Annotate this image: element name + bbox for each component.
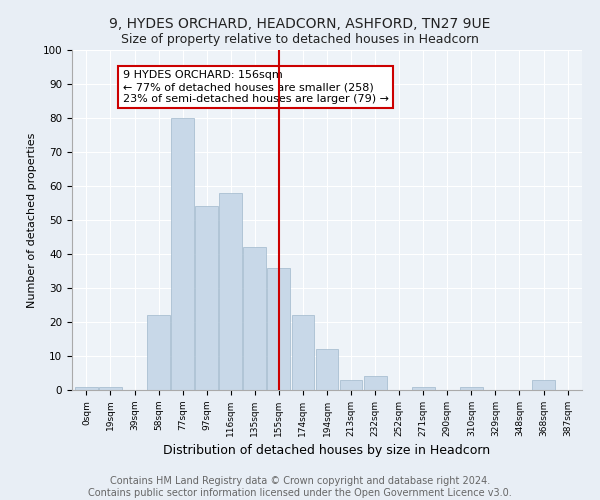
Text: Contains HM Land Registry data © Crown copyright and database right 2024.
Contai: Contains HM Land Registry data © Crown c… <box>88 476 512 498</box>
Bar <box>532 380 555 390</box>
X-axis label: Distribution of detached houses by size in Headcorn: Distribution of detached houses by size … <box>163 444 491 458</box>
Bar <box>340 380 362 390</box>
Bar <box>220 193 242 390</box>
Text: Size of property relative to detached houses in Headcorn: Size of property relative to detached ho… <box>121 32 479 46</box>
Bar <box>316 349 338 390</box>
Bar <box>412 386 434 390</box>
Y-axis label: Number of detached properties: Number of detached properties <box>27 132 37 308</box>
Bar <box>460 386 483 390</box>
Bar <box>99 386 122 390</box>
Bar <box>171 118 194 390</box>
Text: 9, HYDES ORCHARD, HEADCORN, ASHFORD, TN27 9UE: 9, HYDES ORCHARD, HEADCORN, ASHFORD, TN2… <box>109 18 491 32</box>
Bar <box>268 268 290 390</box>
Bar <box>147 315 170 390</box>
Bar <box>75 386 98 390</box>
Text: 9 HYDES ORCHARD: 156sqm
← 77% of detached houses are smaller (258)
23% of semi-d: 9 HYDES ORCHARD: 156sqm ← 77% of detache… <box>122 70 389 104</box>
Bar <box>244 247 266 390</box>
Bar <box>364 376 386 390</box>
Bar <box>195 206 218 390</box>
Bar <box>292 315 314 390</box>
